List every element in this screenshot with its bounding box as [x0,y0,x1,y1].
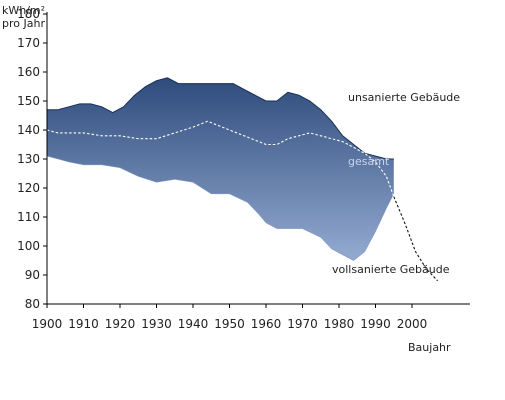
y-tick-label: 170 [17,36,40,50]
series-line-gesamt [46,120,395,197]
x-tick-label: 1900 [32,317,63,331]
y-tick-label: 100 [17,239,40,253]
x-tick-label: 1910 [68,317,99,331]
y-axis-label-unit: kWh/m² [2,4,45,17]
y-tick-label: 150 [17,94,40,108]
series-line-gesamt-extension [393,196,438,282]
annotation-gesamt: gesamt [348,155,390,168]
y-tick-label: 140 [17,123,40,137]
y-axis-ticks: 80 90 100 110 120 130 140 150 160 170 180 [17,7,47,311]
annotation-unsaniert: unsanierte Gebäude [348,91,460,104]
x-tick-label: 1940 [178,317,209,331]
x-tick-label: 1970 [287,317,318,331]
y-tick-label: 180 [17,7,40,21]
y-tick-label: 160 [17,65,40,79]
y-tick-label: 120 [17,181,40,195]
y-tick-label: 130 [17,152,40,166]
energy-band-area [47,77,394,261]
x-tick-label: 1920 [105,317,136,331]
annotation-vollsaniert: vollsanierte Gebäude [332,263,450,276]
x-tick-label: 1990 [360,317,391,331]
x-tick-label: 1960 [251,317,282,331]
y-tick-label: 80 [25,297,40,311]
x-tick-label: 1980 [324,317,355,331]
x-axis-ticks: 1900 1910 1920 1930 1940 1950 1960 1970 1980 1990… [32,304,428,331]
y-axis-label-period: pro Jahr [2,17,45,30]
x-tick-label: 2000 [397,317,428,331]
x-tick-label: 1950 [214,317,245,331]
y-tick-label: 110 [17,210,40,224]
x-axis-label: Baujahr [408,341,451,354]
series-line-unsaniert [47,77,394,160]
y-tick-label: 90 [25,268,40,282]
x-tick-label: 1930 [141,317,172,331]
series-line-vollsaniert [46,155,395,261]
